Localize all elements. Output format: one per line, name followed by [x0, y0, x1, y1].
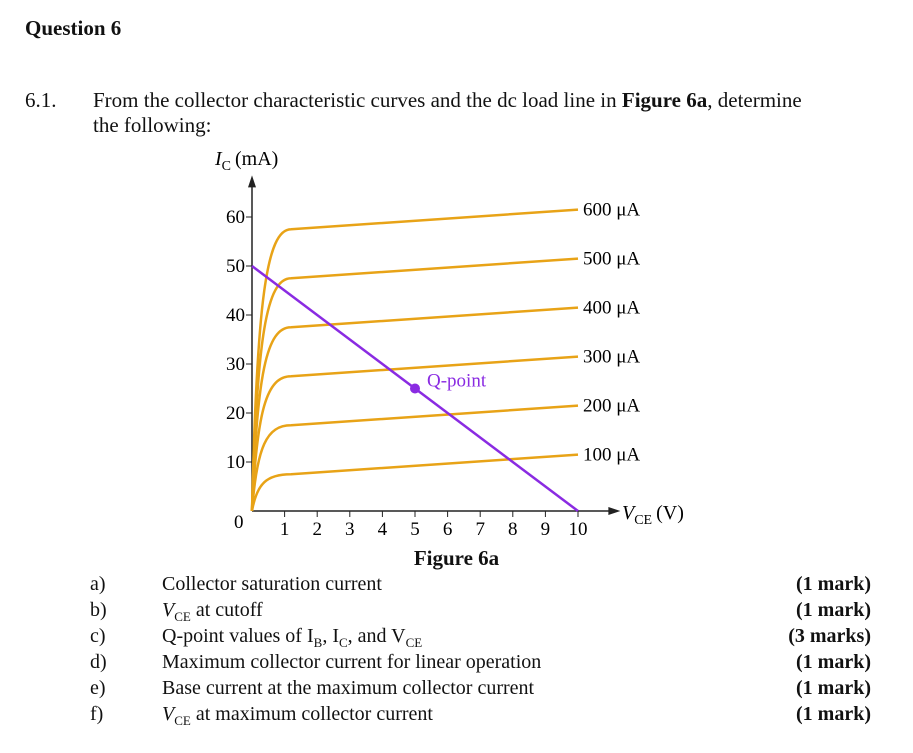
y-tick-label: 30	[226, 354, 245, 375]
item-b: b) VCE at cutoff (1 mark)	[0, 599, 913, 625]
item-letter: f)	[90, 703, 104, 725]
x-axis-arrow-icon	[608, 507, 621, 515]
x-tick-label: 9	[541, 519, 551, 540]
curve-label: 100 μA	[583, 445, 640, 466]
q-point-marker	[410, 383, 420, 394]
origin-label: 0	[234, 512, 244, 533]
x-tick-label: 3	[345, 519, 355, 540]
item-e: e) Base current at the maximum collector…	[0, 677, 913, 703]
x-tick-label: 4	[378, 519, 388, 540]
y-tick-label: 10	[226, 452, 245, 473]
figure-caption: Figure 6a	[413, 546, 500, 570]
item-text: Collector saturation current	[162, 573, 382, 595]
intro-line-2: the following:	[93, 113, 212, 137]
item-text: VCE at cutoff	[162, 599, 263, 624]
x-tick-label: 7	[475, 519, 485, 540]
item-text: Base current at the maximum collector cu…	[162, 677, 535, 699]
question-intro: From the collector characteristic curves…	[93, 88, 802, 138]
y-axis-label: IC (mA)	[214, 148, 278, 174]
item-marks: (3 marks)	[788, 625, 871, 647]
question-number: 6.1.	[25, 88, 57, 112]
collector-curve	[250, 208, 579, 512]
x-tick-label: 8	[508, 519, 518, 540]
x-tick-label: 1	[280, 519, 290, 540]
y-tick-label: 60	[226, 207, 245, 228]
item-marks: (1 mark)	[796, 599, 871, 621]
item-letter: b)	[90, 599, 107, 621]
curve-label: 600 μA	[583, 200, 640, 221]
intro-text-end: , determine	[707, 88, 802, 112]
x-axis-label: VCE (V)	[622, 502, 684, 528]
x-tick-label: 2	[312, 519, 322, 540]
curve-label: 500 μA	[583, 249, 640, 270]
intro-text: From the collector characteristic curves…	[93, 88, 622, 112]
y-axis-arrow-icon	[248, 175, 256, 188]
item-letter: e)	[90, 677, 106, 699]
item-c: c) Q-point values of IB, IC, and VCE (3 …	[0, 625, 913, 651]
item-text: Maximum collector current for linear ope…	[162, 651, 542, 673]
item-d: d) Maximum collector current for linear …	[0, 651, 913, 677]
item-marks: (1 mark)	[796, 651, 871, 673]
item-marks: (1 mark)	[796, 573, 871, 595]
y-tick-label: 20	[226, 403, 245, 424]
x-tick-label: 10	[569, 519, 588, 540]
item-f: f) VCE at maximum collector current (1 m…	[0, 703, 913, 729]
y-tick-label: 40	[226, 305, 245, 326]
collector-curve	[250, 453, 579, 512]
collector-curve	[250, 355, 579, 512]
question-title: Question 6	[25, 16, 122, 40]
figure-reference: Figure 6a	[621, 88, 708, 112]
item-letter: d)	[90, 651, 107, 673]
curve-label: 300 μA	[583, 347, 640, 368]
x-tick-label: 6	[443, 519, 453, 540]
item-text: VCE at maximum collector current	[162, 703, 433, 728]
collector-characteristics-chart: 1 2 3 4 5 6 7 8 9 10 10 20 30 40 50 60 100 μA 200 μA 300 μ…	[214, 148, 684, 540]
item-letter: a)	[90, 573, 106, 595]
q-point-label: Q-point	[427, 371, 487, 392]
x-tick-label: 5	[410, 519, 420, 540]
item-marks: (1 mark)	[796, 703, 871, 725]
item-marks: (1 mark)	[796, 677, 871, 699]
y-tick-label: 50	[226, 256, 245, 277]
curve-label: 400 μA	[583, 298, 640, 319]
item-text: Q-point values of IB, IC, and VCE	[162, 625, 423, 650]
curve-label: 200 μA	[583, 396, 640, 417]
item-a: a) Collector saturation current (1 mark)	[0, 573, 913, 599]
item-letter: c)	[90, 625, 106, 647]
